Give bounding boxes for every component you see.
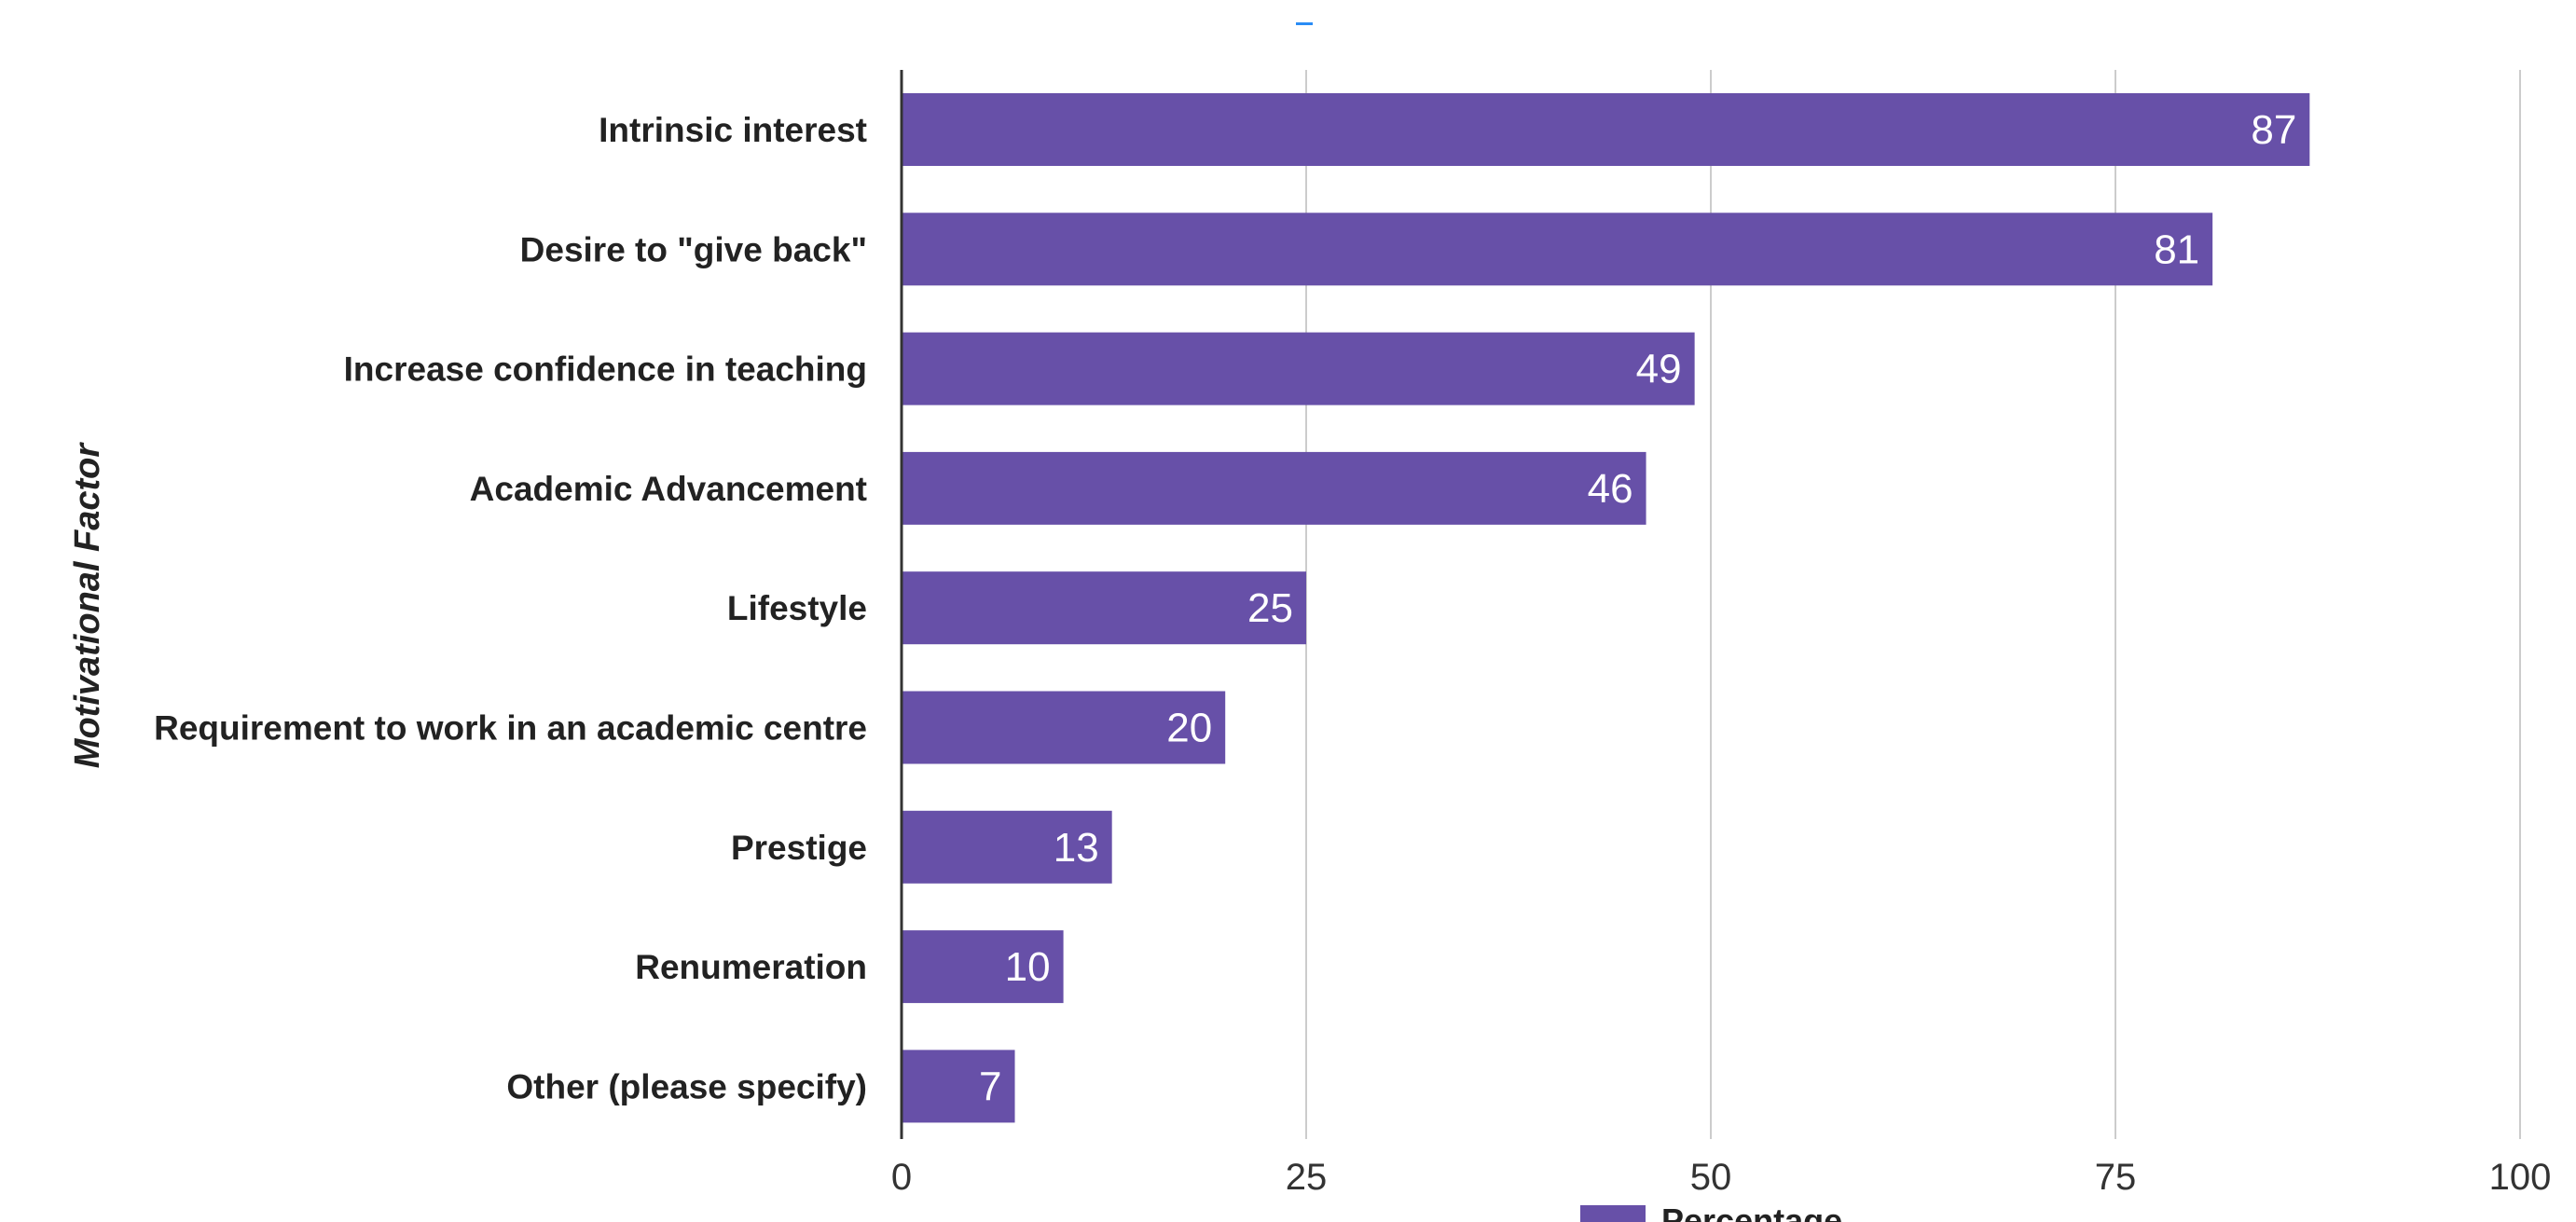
- bar[interactable]: [902, 810, 1112, 884]
- bar[interactable]: [902, 930, 1064, 1004]
- category-label: Requirement to work in an academic centr…: [154, 709, 867, 748]
- data-label: 25: [1247, 585, 1293, 631]
- category-label: Desire to "give back": [520, 230, 867, 268]
- bars: 87 81 49 46 25 20 13 10 7: [902, 93, 2310, 1123]
- x-tick-label: 0: [891, 1157, 912, 1198]
- data-label: 7: [979, 1064, 1001, 1109]
- bar[interactable]: [902, 213, 2213, 286]
- bar[interactable]: [902, 451, 1646, 525]
- data-label: 81: [2154, 227, 2199, 272]
- x-tick-label: 25: [1286, 1157, 1328, 1198]
- data-label: 13: [1054, 825, 1099, 871]
- bar[interactable]: [902, 571, 1306, 645]
- x-tick-label: 75: [2095, 1157, 2137, 1198]
- legend-swatch: [1580, 1205, 1646, 1222]
- category-label: Intrinsic interest: [599, 111, 867, 149]
- category-label: Academic Advancement: [470, 470, 867, 508]
- x-tick-label: 100: [2489, 1157, 2552, 1198]
- data-label: 20: [1166, 706, 1212, 751]
- category-label: Increase confidence in teaching: [344, 350, 867, 389]
- legend[interactable]: Percentage: [1580, 1201, 1842, 1222]
- category-label: Prestige: [731, 829, 867, 867]
- category-labels: Intrinsic interest Desire to "give back" I…: [154, 111, 867, 1105]
- bar[interactable]: [902, 691, 1226, 764]
- data-label: 10: [1005, 944, 1051, 990]
- y-axis-title: Motivational Factor: [68, 442, 107, 769]
- x-axis-ticks: 0 25 50 75 100: [891, 1157, 2552, 1198]
- data-label: 49: [1636, 347, 1682, 392]
- category-label: Lifestyle: [727, 589, 867, 627]
- data-label: 87: [2251, 107, 2296, 153]
- bar[interactable]: [902, 332, 1695, 405]
- x-tick-label: 50: [1690, 1157, 1732, 1198]
- category-label: Other (please specify): [506, 1067, 867, 1105]
- category-label: Renumeration: [635, 948, 867, 986]
- legend-label: Percentage: [1661, 1201, 1842, 1222]
- data-label: 46: [1588, 466, 1633, 512]
- bar[interactable]: [902, 93, 2310, 166]
- bar[interactable]: [902, 1050, 1015, 1123]
- toolbar-dash-mark: [1296, 22, 1313, 25]
